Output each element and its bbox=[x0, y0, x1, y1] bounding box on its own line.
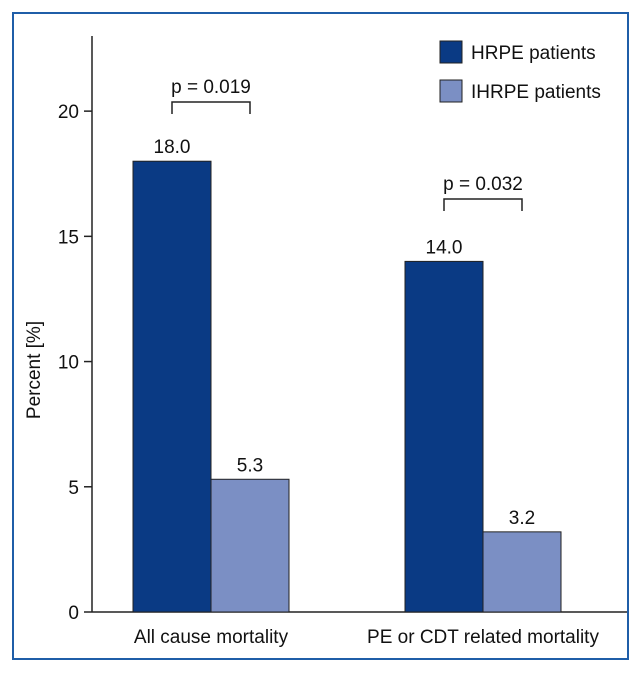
bars bbox=[132, 160, 562, 613]
p-value-annotations: p = 0.019 p = 0.032 bbox=[171, 77, 523, 211]
p-value-label: p = 0.019 bbox=[171, 77, 251, 98]
legend-swatch-ihrpe bbox=[439, 79, 463, 103]
y-tick-label: 15 bbox=[58, 227, 79, 248]
legend-swatch-hrpe bbox=[439, 40, 463, 64]
p-value-bracket bbox=[171, 101, 251, 114]
bar-hrpe-1 bbox=[404, 260, 484, 613]
x-axis-tick-labels: All cause mortality PE or CDT related mor… bbox=[134, 627, 600, 648]
bar-value-label: 5.3 bbox=[237, 455, 263, 476]
bar-value-label: 18.0 bbox=[154, 137, 191, 158]
bar-value-label: 14.0 bbox=[426, 237, 463, 258]
bar-hrpe-0 bbox=[132, 160, 212, 613]
p-value-label: p = 0.032 bbox=[443, 174, 523, 195]
y-tick-label: 5 bbox=[68, 478, 79, 499]
bar-value-label: 3.2 bbox=[509, 508, 535, 529]
legend-label-hrpe: HRPE patients bbox=[471, 43, 596, 64]
p-value-bracket bbox=[443, 198, 523, 211]
data-labels: 18.0 5.3 14.0 3.2 bbox=[154, 137, 536, 529]
legend: HRPE patients IHRPE patients bbox=[439, 40, 601, 103]
bar-ihrpe-0 bbox=[210, 478, 290, 613]
legend-label-ihrpe: IHRPE patients bbox=[471, 82, 601, 103]
y-tick-label: 10 bbox=[58, 353, 79, 374]
x-tick-label: PE or CDT related mortality bbox=[367, 627, 599, 648]
bar-ihrpe-1 bbox=[482, 531, 562, 613]
y-tick-label: 20 bbox=[58, 102, 79, 123]
y-axis-label: Percent [%] bbox=[24, 321, 45, 419]
y-tick-label: 0 bbox=[68, 603, 79, 624]
x-tick-label: All cause mortality bbox=[134, 627, 289, 648]
